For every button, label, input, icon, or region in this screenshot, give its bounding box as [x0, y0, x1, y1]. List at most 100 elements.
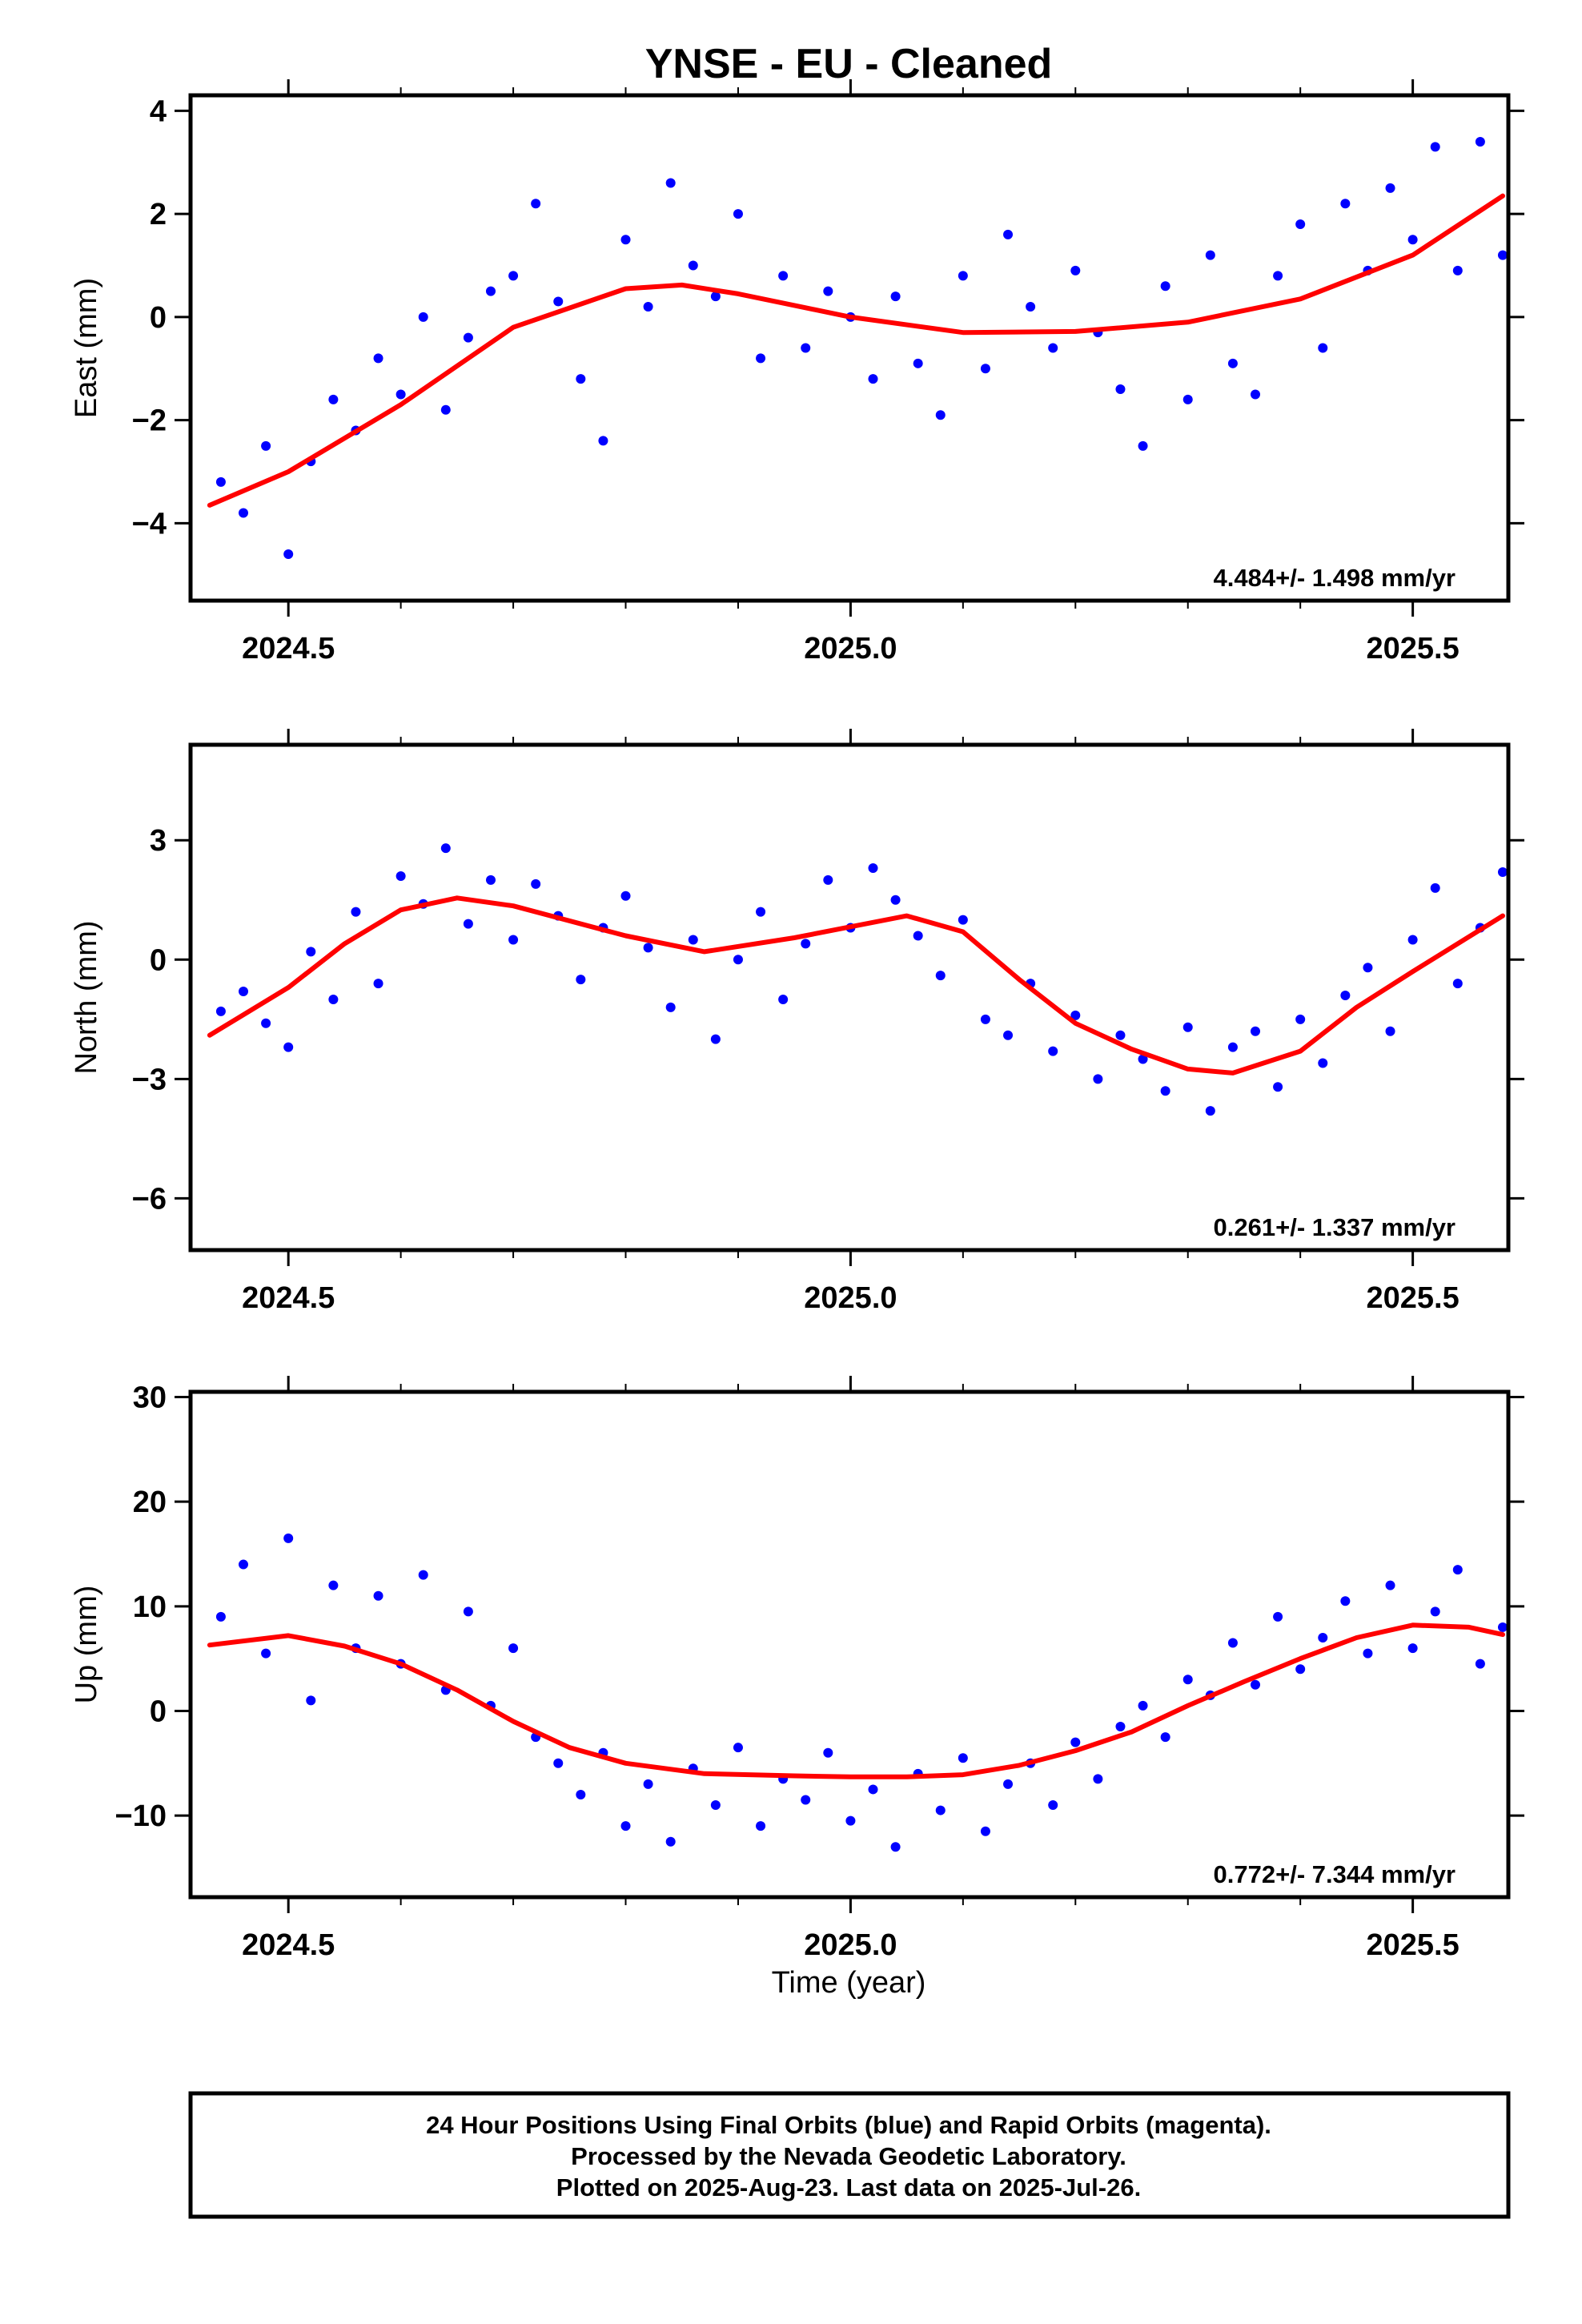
figure-title: YNSE - EU - Cleaned — [645, 41, 1053, 87]
data-point — [1182, 1022, 1193, 1032]
data-point — [958, 1753, 968, 1763]
data-point — [958, 915, 968, 925]
data-point — [1295, 1014, 1306, 1024]
data-point — [283, 549, 294, 560]
plot-frame — [188, 1389, 1511, 1900]
data-point — [1452, 1565, 1463, 1575]
data-point — [239, 508, 249, 518]
data-point — [306, 1695, 316, 1706]
data-point — [868, 1784, 878, 1795]
data-point — [328, 394, 339, 404]
data-point — [688, 935, 698, 945]
data-point — [239, 987, 249, 997]
data-point — [665, 1002, 676, 1012]
data-point — [801, 939, 811, 949]
data-point — [396, 389, 406, 400]
y-tick-label: 0 — [150, 1695, 167, 1728]
data-point — [1070, 1737, 1081, 1747]
y-tick-label: 10 — [133, 1590, 167, 1624]
data-point — [485, 286, 496, 296]
data-point — [1093, 1074, 1103, 1084]
data-point — [710, 1034, 721, 1044]
data-point — [215, 1611, 226, 1622]
data-point — [756, 1821, 766, 1831]
data-point — [1205, 250, 1215, 260]
data-point — [1138, 1054, 1148, 1064]
data-point — [283, 1042, 294, 1052]
data-point — [396, 870, 406, 881]
data-point — [710, 1800, 721, 1811]
data-point — [620, 235, 631, 245]
data-point — [463, 1606, 473, 1617]
data-point — [710, 292, 721, 302]
data-point — [576, 975, 586, 985]
plot-frame — [188, 93, 1511, 603]
data-point — [576, 1789, 586, 1799]
data-point — [306, 947, 316, 957]
data-point — [1318, 1058, 1328, 1068]
rate-label: 0.261+/- 1.337 mm/yr — [1214, 1213, 1456, 1241]
data-point — [1273, 1611, 1283, 1622]
data-point — [1003, 229, 1014, 239]
data-point — [531, 199, 541, 209]
data-point — [823, 875, 833, 885]
data-point — [1385, 183, 1395, 193]
data-point — [1273, 271, 1283, 281]
data-point — [1385, 1026, 1395, 1036]
y-tick-label: 2 — [150, 198, 167, 231]
data-point — [485, 875, 496, 885]
data-point — [913, 931, 923, 941]
panel-up: 2024.5 2025.0 2025.5 30 20 10 0 −10 Up (mm) 0.772… — [70, 1376, 1524, 1962]
data-point — [980, 364, 990, 374]
data-point — [598, 436, 608, 446]
data-point — [845, 1815, 856, 1826]
y-tick-label: −6 — [132, 1182, 167, 1216]
data-point — [508, 271, 519, 281]
data-point — [1407, 1643, 1418, 1654]
data-point — [328, 994, 339, 1004]
data-point — [1048, 343, 1058, 353]
y-tick-label: 0 — [150, 943, 167, 977]
y-tick-label: −3 — [132, 1063, 167, 1096]
data-point — [215, 476, 226, 487]
data-point — [935, 1805, 946, 1815]
data-point — [1407, 935, 1418, 945]
data-point — [935, 410, 946, 420]
x-tick-label: 2024.5 — [242, 1281, 335, 1315]
data-point — [620, 1821, 631, 1831]
data-point — [801, 343, 811, 353]
y-axis-label: Up (mm) — [70, 1586, 103, 1704]
data-point — [1475, 1659, 1485, 1669]
data-point — [890, 1842, 901, 1852]
y-tick-label: 4 — [150, 94, 167, 128]
data-point — [1251, 1679, 1261, 1690]
y-tick-label: −10 — [115, 1799, 167, 1833]
plot-frame — [188, 742, 1511, 1252]
data-point — [1115, 1722, 1126, 1732]
data-point — [1452, 265, 1463, 275]
data-point — [756, 907, 766, 917]
data-point — [1093, 1774, 1103, 1784]
data-point — [1251, 1026, 1261, 1036]
data-point — [1003, 1030, 1014, 1040]
data-point — [890, 292, 901, 302]
data-point — [1048, 1800, 1058, 1811]
data-point — [1363, 963, 1373, 973]
data-point — [778, 271, 789, 281]
x-tick-label: 2025.5 — [1367, 1281, 1460, 1315]
data-point — [958, 271, 968, 281]
scatter-points — [215, 1533, 1508, 1852]
scatter-points — [215, 136, 1508, 560]
data-point — [1318, 1633, 1328, 1643]
data-point — [980, 1826, 990, 1836]
data-point — [553, 296, 564, 307]
data-point — [1385, 1580, 1395, 1590]
data-point — [1430, 142, 1440, 152]
data-point — [1138, 440, 1148, 451]
data-point — [1475, 136, 1485, 147]
data-point — [1430, 883, 1440, 893]
data-point — [553, 1758, 564, 1768]
data-point — [620, 891, 631, 901]
data-point — [508, 935, 519, 945]
